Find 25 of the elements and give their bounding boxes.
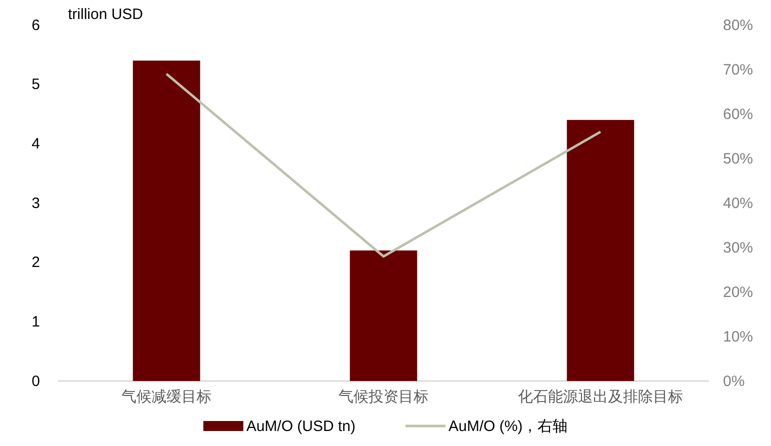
y2-tick-label: 30% bbox=[723, 239, 754, 256]
bar bbox=[566, 120, 634, 381]
x-tick-label: 气候投资目标 bbox=[338, 388, 428, 406]
y-tick-label: 2 bbox=[32, 254, 40, 272]
y2-tick-label: 40% bbox=[723, 194, 754, 212]
bar bbox=[132, 60, 200, 381]
y2-tick-label: 60% bbox=[723, 106, 754, 123]
legend-label: AuM/O (%)，右轴 bbox=[448, 418, 568, 435]
y-tick-label: 6 bbox=[32, 16, 40, 34]
y-tick-label: 3 bbox=[32, 194, 40, 212]
y-tick-label: 0 bbox=[32, 372, 40, 390]
y2-tick-label: 20% bbox=[723, 284, 754, 301]
y-tick-label: 4 bbox=[32, 135, 40, 152]
y2-tick-label: 0% bbox=[723, 372, 745, 390]
y2-tick-label: 80% bbox=[723, 16, 754, 34]
legend-label: AuM/O (USD tn) bbox=[246, 418, 356, 435]
y2-tick-label: 10% bbox=[723, 328, 754, 346]
y-tick-label: 5 bbox=[32, 76, 40, 94]
x-tick-label: 气候减缓目标 bbox=[122, 388, 212, 406]
x-tick-label: 化石能源退出及排除目标 bbox=[518, 388, 683, 406]
bar bbox=[350, 250, 418, 381]
y-tick-label: 1 bbox=[32, 313, 40, 330]
y-axis-title: trillion USD bbox=[68, 6, 144, 23]
y2-tick-label: 50% bbox=[723, 150, 754, 168]
y2-tick-label: 70% bbox=[723, 61, 754, 78]
